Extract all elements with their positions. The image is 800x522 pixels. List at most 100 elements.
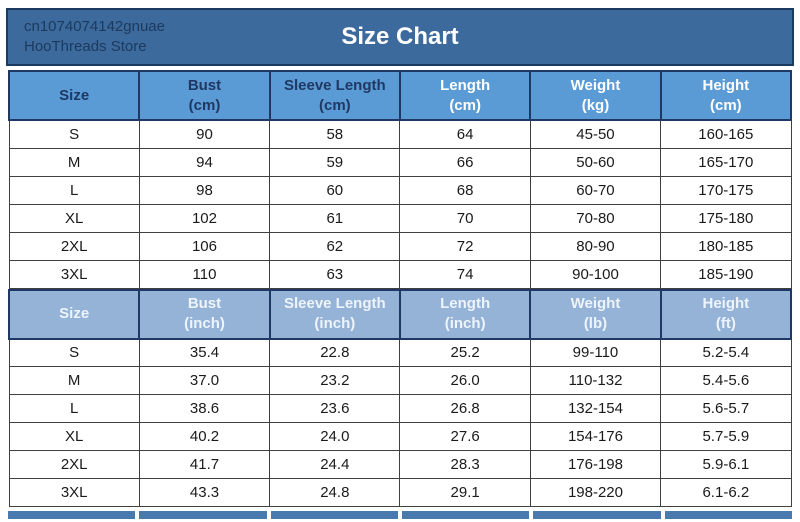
table-row: M 94 59 66 50-60 165-170 [8,147,792,177]
value-cell: 74 [399,259,531,289]
value-cell: 35.4 [138,338,271,367]
store-name: HooThreads Store [24,38,147,55]
store-id: cn1074074142gnuae [24,18,165,35]
column-header-sleeve-length: Sleeve Length (cm) [268,70,401,121]
column-header-weight: Weight (kg) [529,70,662,121]
value-cell: 24.0 [269,422,401,451]
size-cell: L [8,394,140,423]
value-cell: 23.2 [269,366,401,395]
column-header-height: Height (cm) [659,70,793,121]
value-cell: 198-220 [529,478,662,507]
value-cell: 60-70 [529,175,662,205]
size-cell: S [8,338,140,367]
value-cell: 165-170 [660,147,792,177]
value-cell: 5.7-5.9 [660,422,792,451]
cutoff-header-cell [8,511,136,519]
value-cell: 94 [138,147,271,177]
table-row: M 37.0 23.2 26.0 110-132 5.4-5.6 [8,366,792,395]
cutoff-header-cell [664,511,792,519]
value-cell: 80-90 [529,231,662,261]
cutoff-header-cell [270,511,398,519]
value-cell: 37.0 [138,366,271,395]
value-cell: 68 [399,175,531,205]
value-cell: 132-154 [529,394,662,423]
value-cell: 154-176 [529,422,662,451]
column-header-height: Height (ft) [659,288,793,340]
size-table-metric: Size Bust (cm) Sleeve Length (cm) Length (cm) W… [7,70,793,289]
value-cell: 106 [138,231,271,261]
value-cell: 72 [399,231,531,261]
size-cell: XL [8,422,140,451]
table-row: L 98 60 68 60-70 170-175 [8,175,792,205]
column-header-bust: Bust (cm) [138,70,271,121]
value-cell: 40.2 [138,422,271,451]
table-row: S 90 58 64 45-50 160-165 [8,119,792,149]
value-cell: 6.1-6.2 [660,478,792,507]
value-cell: 99-110 [529,338,662,367]
value-cell: 26.0 [399,366,531,395]
value-cell: 29.1 [399,478,531,507]
value-cell: 176-198 [529,450,662,479]
value-cell: 41.7 [138,450,271,479]
value-cell: 59 [269,147,401,177]
value-cell: 170-175 [660,175,792,205]
table-row: 3XL 43.3 24.8 29.1 198-220 6.1-6.2 [8,478,792,507]
table-row: XL 40.2 24.0 27.6 154-176 5.7-5.9 [8,422,792,451]
table-row: 2XL 41.7 24.4 28.3 176-198 5.9-6.1 [8,450,792,479]
value-cell: 24.8 [269,478,401,507]
value-cell: 45-50 [529,119,662,149]
size-cell: 3XL [8,259,140,289]
table-row: XL 102 61 70 70-80 175-180 [8,203,792,233]
size-cell: 3XL [8,478,140,507]
cutoff-header-cell [401,511,530,519]
size-cell: XL [8,203,140,233]
value-cell: 98 [138,175,271,205]
value-cell: 60 [269,175,401,205]
value-cell: 185-190 [660,259,792,289]
size-cell: L [8,175,140,205]
table-row: 3XL 110 63 74 90-100 185-190 [8,259,792,289]
size-cell: M [8,366,140,395]
column-header-sleeve-length: Sleeve Length (inch) [268,288,401,340]
header-row: Size Bust (cm) Sleeve Length (cm) Length (cm) W… [7,70,793,121]
table-row: 2XL 106 62 72 80-90 180-185 [8,231,792,261]
title-banner: cn1074074142gnuae HooThreads Store Size … [6,8,794,66]
value-cell: 70-80 [529,203,662,233]
value-cell: 160-165 [660,119,792,149]
value-cell: 27.6 [399,422,531,451]
size-cell: 2XL [8,231,140,261]
value-cell: 70 [399,203,531,233]
value-cell: 58 [269,119,401,149]
value-cell: 24.4 [269,450,401,479]
value-cell: 61 [269,203,401,233]
value-cell: 50-60 [529,147,662,177]
value-cell: 26.8 [399,394,531,423]
column-header-bust: Bust (inch) [138,288,271,340]
value-cell: 175-180 [660,203,792,233]
cutoff-header-cell [139,511,267,519]
store-info: cn1074074142gnuae HooThreads Store [24,17,165,57]
value-cell: 66 [399,147,531,177]
value-cell: 5.2-5.4 [660,338,792,367]
value-cell: 43.3 [138,478,271,507]
value-cell: 5.4-5.6 [660,366,792,395]
table-row: S 35.4 22.8 25.2 99-110 5.2-5.4 [8,338,792,367]
header-row: Size Bust (inch) Sleeve Length (inch) Length(… [7,288,793,340]
value-cell: 5.9-6.1 [660,450,792,479]
value-cell: 62 [269,231,401,261]
column-header-length: Length (inch) [398,288,532,340]
size-cell: S [8,119,140,149]
value-cell: 180-185 [660,231,792,261]
value-cell: 23.6 [269,394,401,423]
value-cell: 38.6 [138,394,271,423]
value-cell: 110 [138,259,271,289]
column-header-weight: Weight (lb) [529,288,662,340]
value-cell: 90 [138,119,271,149]
column-header-size: Size [7,288,141,340]
size-cell: M [8,147,140,177]
value-cell: 5.6-5.7 [660,394,792,423]
value-cell: 28.3 [399,450,531,479]
value-cell: 90-100 [529,259,662,289]
size-chart-page: { "banner": { "store_line1": "cn10740741… [0,8,800,522]
page-title: Size Chart [341,23,459,50]
